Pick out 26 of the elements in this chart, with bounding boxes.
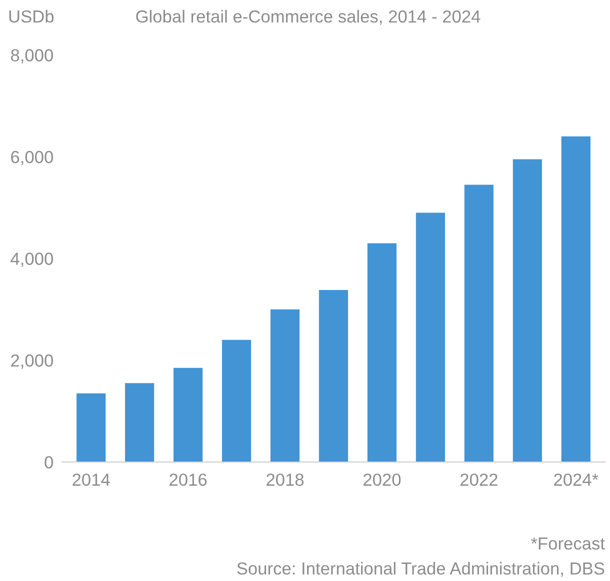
y-tick-label: 2,000 [11,354,53,369]
bar [464,184,494,462]
x-tick-label: 2020 [364,474,401,486]
bar [270,309,300,462]
y-tick-label: 4,000 [10,252,53,268]
bar [416,212,446,462]
chart-title: Global retail e-Commerce sales, 2014 - 2024 [136,10,480,25]
x-tick-label: 2016 [170,474,207,486]
source-note: Source: International Trade Administration, DBS [237,562,604,577]
bar [318,290,348,462]
x-tick-label: 2014 [72,474,110,486]
bar [367,243,397,462]
bar [125,383,154,462]
bar [174,368,203,462]
y-tick-label: 0 [44,456,53,468]
bar [222,340,252,462]
bar [561,136,590,462]
x-tick-label: 2018 [266,474,304,486]
text: *Forecast [530,538,605,550]
y-tick-label: 8,000 [10,49,53,64]
x-tick-label: 2024* [554,474,598,486]
bar [76,393,106,462]
bar [512,159,542,462]
x-tick-label: 2022 [460,474,498,486]
y-tick-label: 6,000 [11,150,53,166]
y-axis-title: USDb [9,10,54,23]
